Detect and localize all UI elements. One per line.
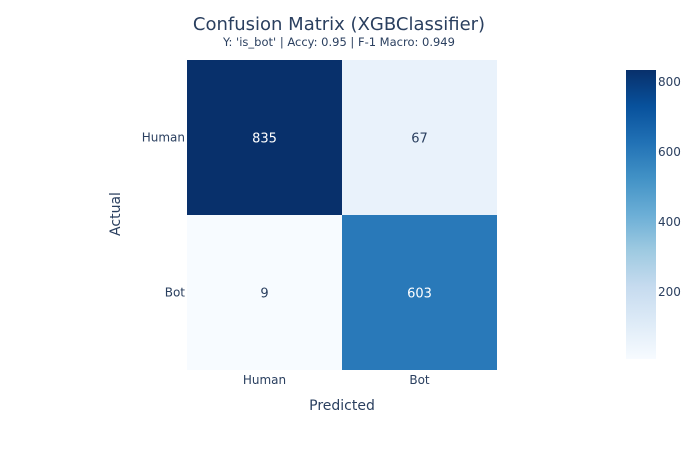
x-axis-title: Predicted [309, 398, 375, 414]
y-tick-label-1: Bot [165, 286, 186, 300]
colorbar-tick-label-0: 200 [658, 285, 681, 299]
x-tick-label-0: Human [243, 373, 286, 387]
colorbar-tick-label-1: 400 [658, 215, 681, 229]
chart-title: Confusion Matrix (XGBClassifier) [193, 14, 485, 35]
colorbar [626, 70, 656, 359]
heatmap-cell-label-0-0: 835 [252, 132, 277, 147]
heatmap-cell-1-1 [342, 215, 497, 370]
heatmap-cell-0-0 [187, 60, 342, 215]
y-axis-ticks: Human Bot [142, 131, 186, 300]
colorbar-tick-label-3: 800 [658, 75, 681, 89]
heatmap-cell-label-1-1: 603 [407, 287, 432, 302]
heatmap-cell-1-0 [187, 215, 342, 370]
heatmap-cell-label-0-1: 67 [411, 132, 428, 147]
colorbar-tick-label-2: 600 [658, 145, 681, 159]
heatmap-cells: 835 67 9 603 [187, 60, 497, 370]
x-axis-ticks: Human Bot [243, 373, 430, 387]
heatmap-cell-0-1 [342, 60, 497, 215]
y-axis-title: Actual [108, 192, 124, 236]
colorbar-ticks: 200 400 600 800 [658, 75, 681, 299]
chart-subtitle: Y: 'is_bot' | Accy: 0.95 | F-1 Macro: 0.… [222, 35, 455, 49]
x-tick-label-1: Bot [409, 373, 430, 387]
y-tick-label-0: Human [142, 131, 185, 145]
heatmap-cell-label-1-0: 9 [260, 287, 268, 302]
